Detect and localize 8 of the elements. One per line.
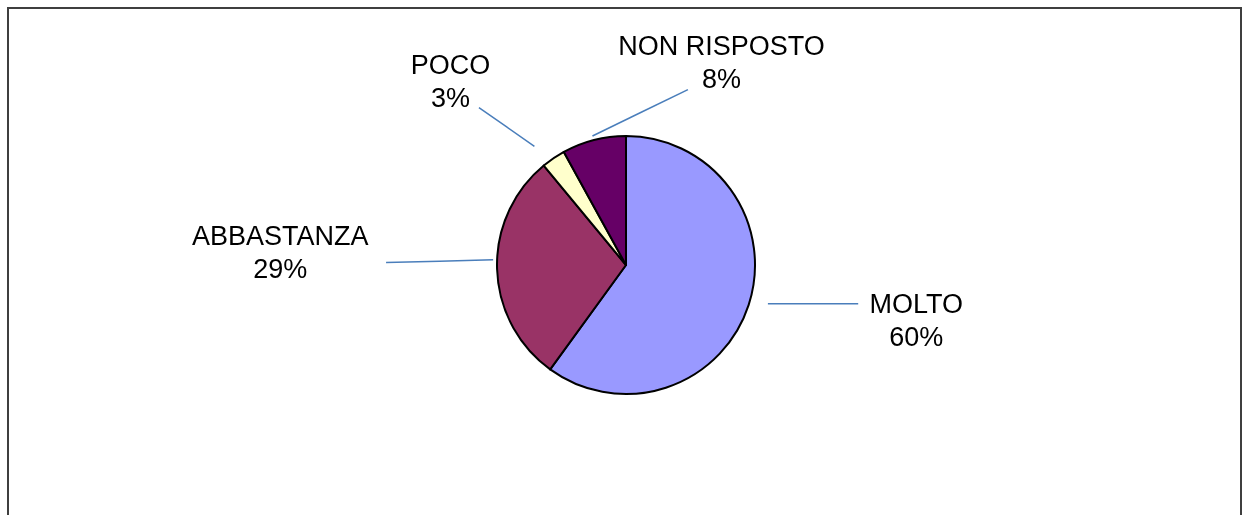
data-label: 8% xyxy=(701,63,741,94)
slice-label: ABBASTANZA xyxy=(192,220,369,251)
slice-label: POCO xyxy=(410,50,491,81)
data-label: 60% xyxy=(889,321,944,352)
data-label: 29% xyxy=(253,253,308,284)
data-label: 3% xyxy=(431,83,471,114)
slice-label: MOLTO xyxy=(869,288,964,319)
slice-label: NON RISPOSTO xyxy=(618,30,825,61)
